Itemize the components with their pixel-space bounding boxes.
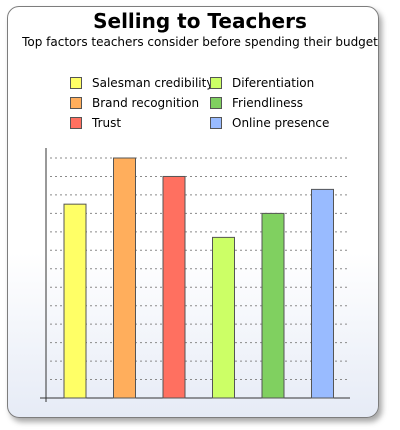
legend-label: Friendliness (232, 96, 304, 110)
chart-title: Selling to Teachers (93, 9, 307, 33)
bar (311, 188, 334, 399)
bar (212, 236, 235, 399)
legend-swatch (70, 97, 82, 109)
legend-swatch (70, 77, 82, 89)
legend-label: Brand recognition (92, 96, 200, 110)
bar (261, 212, 285, 399)
bar (63, 203, 87, 399)
legend-swatch (210, 77, 222, 89)
legend-label: Trust (92, 116, 122, 130)
legend-swatch (210, 97, 222, 109)
bar (162, 175, 186, 399)
legend-label: Diferentiation (232, 76, 315, 90)
legend-label: Salesman credibility (92, 76, 214, 90)
bar (113, 157, 136, 399)
legend-swatch (70, 117, 82, 129)
legend-label: Online presence (232, 116, 330, 130)
chart-subtitle: Top factors teachers consider before spe… (22, 35, 378, 49)
legend-swatch (210, 117, 222, 129)
